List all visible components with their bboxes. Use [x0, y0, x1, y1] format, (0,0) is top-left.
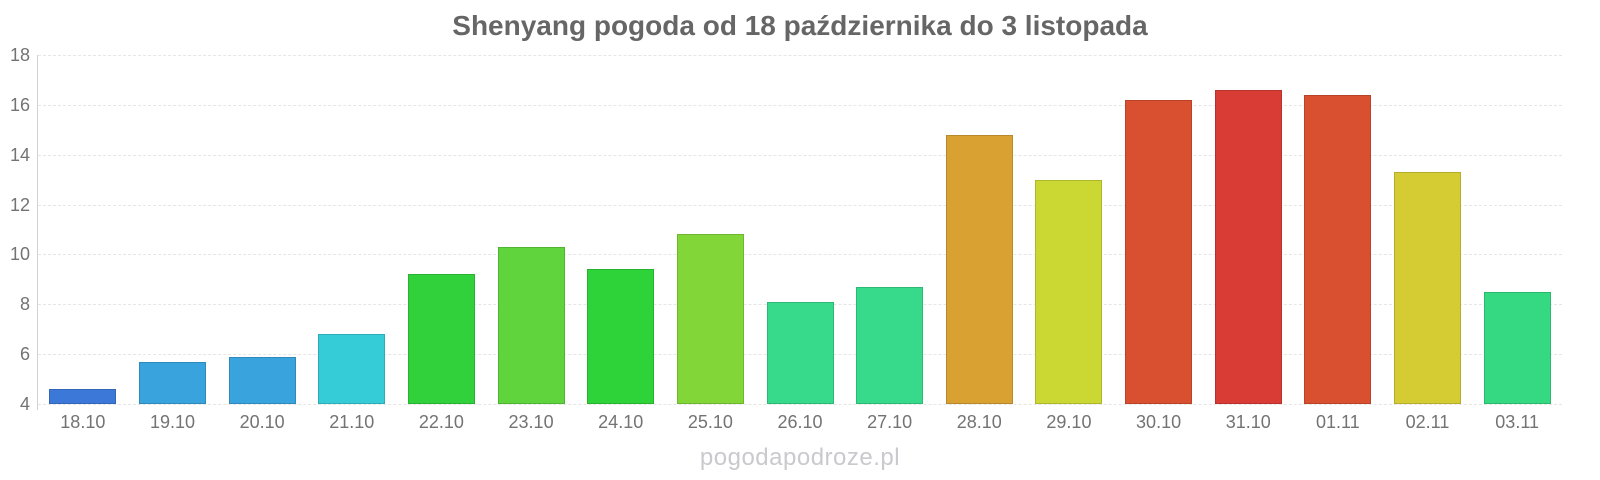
bar-23.10 — [497, 246, 565, 404]
x-tick-label: 19.10 — [149, 412, 195, 432]
y-tick-label: 16 — [9, 94, 30, 115]
bar-31.10 — [1214, 89, 1282, 404]
bar-20.10 — [228, 356, 296, 404]
bar-22.10 — [407, 274, 475, 404]
bar-18.10 — [49, 389, 117, 404]
y-tick-label: 10 — [9, 244, 30, 265]
gridline-y-14 — [38, 154, 1562, 156]
watermark: pogodapodroze.pl — [699, 444, 901, 471]
x-tick-label: 21.10 — [329, 412, 375, 432]
x-tick-label: 28.10 — [956, 412, 1002, 432]
chart-title: Shenyang pogoda od 18 października do 3 … — [452, 10, 1148, 41]
bar-02.11 — [1394, 172, 1462, 404]
bar-25.10 — [676, 234, 744, 404]
bar-30.10 — [1125, 99, 1193, 404]
x-tick-label: 02.11 — [1405, 412, 1450, 432]
gridline-y-4 — [38, 404, 1562, 405]
x-tick-label: 20.10 — [239, 412, 285, 432]
x-tick-label: 18.10 — [60, 412, 106, 432]
x-tick-label: 27.10 — [867, 412, 913, 432]
x-tick-label: 01.11 — [1316, 412, 1360, 432]
bar-27.10 — [856, 286, 924, 404]
gridline-y-18 — [38, 55, 1562, 56]
y-tick-label: 6 — [19, 344, 30, 365]
y-tick-label: 18 — [9, 45, 30, 65]
plot-area: 4 6 8 10 12 14 16 18 18.10 19.10 20.10 21.10 22.10 23… — [10, 45, 1562, 432]
y-tick-label: 12 — [9, 194, 30, 215]
x-tick-label: 29.10 — [1046, 412, 1092, 432]
bar-21.10 — [318, 334, 386, 404]
x-tick-label: 31.10 — [1225, 412, 1271, 432]
bar-28.10 — [945, 134, 1013, 404]
x-tick-label: 03.11 — [1495, 412, 1540, 432]
gridline-y-10 — [38, 254, 1562, 256]
x-tick-label: 24.10 — [598, 412, 644, 432]
gridline-y-12 — [38, 204, 1562, 206]
y-tick-label: 14 — [9, 144, 30, 165]
bar-24.10 — [587, 269, 655, 404]
y-axis-line — [37, 55, 38, 410]
gridline-y-16 — [38, 104, 1562, 106]
x-tick-label: 25.10 — [687, 412, 733, 432]
bar-19.10 — [138, 361, 206, 404]
y-tick-label: 4 — [19, 394, 30, 414]
bar-03.11 — [1483, 291, 1551, 404]
bar-01.11 — [1304, 94, 1372, 404]
x-tick-label: 22.10 — [418, 412, 464, 432]
bar-26.10 — [766, 301, 834, 404]
y-tick-label: 8 — [19, 294, 30, 315]
x-tick-label: 30.10 — [1136, 412, 1182, 432]
x-tick-label: 26.10 — [777, 412, 823, 432]
x-tick-label: 23.10 — [508, 412, 554, 432]
bar-29.10 — [1035, 179, 1103, 404]
